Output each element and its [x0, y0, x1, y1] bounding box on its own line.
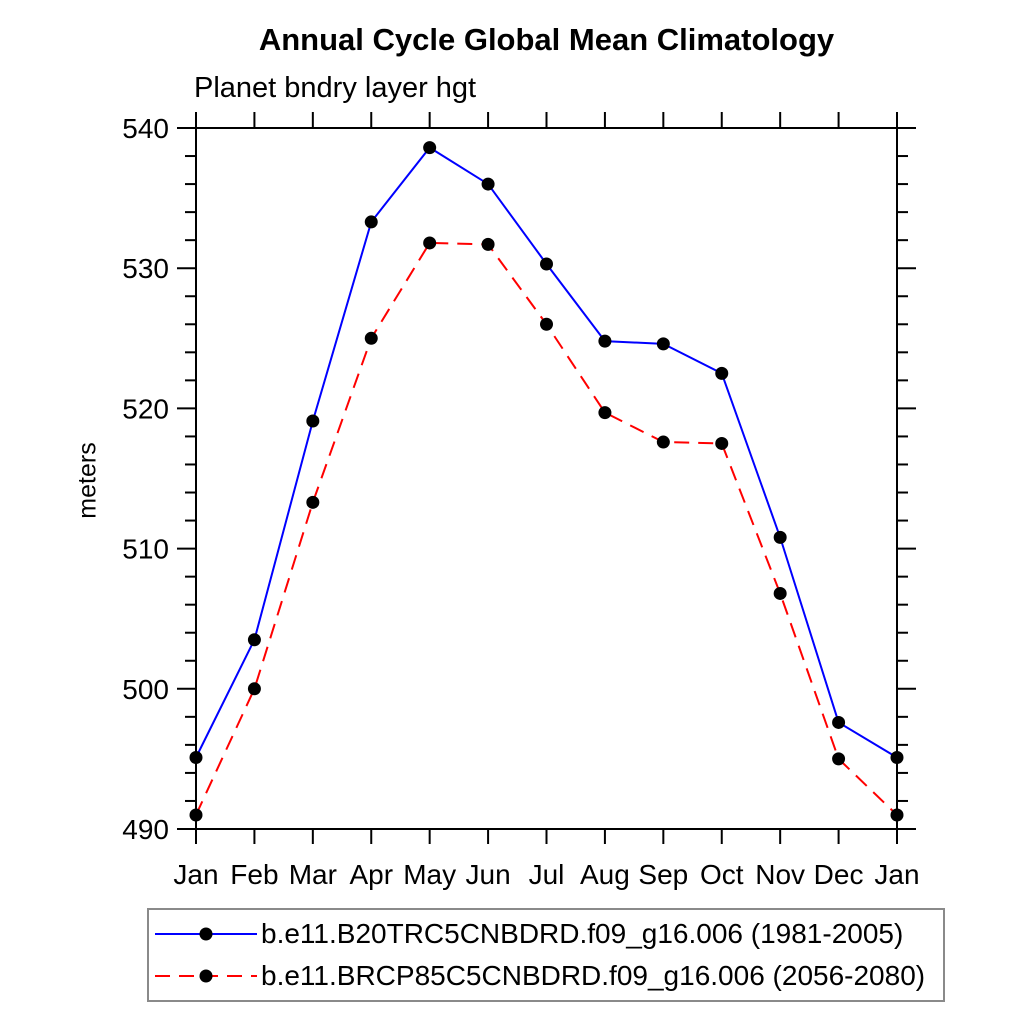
series-0-marker [832, 715, 846, 729]
legend-item: b.e11.BRCP85C5CNBDRD.f09_g16.006 (2056-2… [152, 959, 943, 993]
series-0-marker [890, 750, 904, 764]
x-tick-label: Nov [755, 859, 805, 890]
x-tick-label: Jul [529, 859, 565, 890]
series-0-marker [540, 257, 553, 271]
legend-sample-marker [199, 927, 213, 941]
legend-line-sample-blue [155, 927, 257, 941]
y-tick-label: 520 [122, 393, 169, 424]
chart-title: Annual Cycle Global Mean Climatology [258, 22, 835, 57]
series-0-marker [481, 177, 495, 191]
y-tick-label: 510 [122, 534, 169, 565]
series-1-marker [832, 752, 846, 766]
series-1-marker [598, 406, 612, 420]
x-tick-label: Jun [466, 859, 511, 890]
series-0-marker [598, 334, 612, 348]
x-tick-label: Jan [173, 859, 218, 890]
legend-sample-marker [199, 969, 213, 983]
series-0-marker [656, 337, 670, 351]
legend-line-sample-red [155, 969, 257, 983]
series-1-marker [540, 317, 553, 331]
x-tick-label: Apr [349, 859, 393, 890]
x-tick-label: Sep [638, 859, 688, 890]
x-tick-label: Oct [700, 859, 744, 890]
legend-label: b.e11.B20TRC5CNBDRD.f09_g16.006 (1981-20… [261, 918, 904, 950]
series-1-marker [364, 331, 378, 345]
x-tick-label: Jan [874, 859, 919, 890]
y-tick-label: 500 [122, 674, 169, 705]
series-1-marker [715, 436, 729, 450]
series-0-marker [364, 215, 378, 229]
series-1-marker [189, 808, 203, 822]
y-tick-label: 530 [122, 253, 169, 284]
series-1-marker [423, 236, 437, 250]
series-1-marker [247, 682, 261, 696]
y-tick-label: 490 [122, 814, 169, 845]
series-1-marker [890, 808, 904, 822]
series-0-marker [423, 141, 437, 155]
y-tick-label: 540 [122, 113, 169, 144]
series-0-marker [189, 750, 203, 764]
x-tick-label: May [403, 859, 456, 890]
legend-item: b.e11.B20TRC5CNBDRD.f09_g16.006 (1981-20… [152, 917, 943, 951]
x-tick-label: Mar [289, 859, 337, 890]
x-tick-label: Aug [580, 859, 630, 890]
x-tick-label: Dec [814, 859, 864, 890]
legend: b.e11.B20TRC5CNBDRD.f09_g16.006 (1981-20… [147, 908, 945, 1002]
plot-frame [195, 127, 898, 830]
series-1-marker [481, 237, 495, 251]
series-1-marker [773, 586, 787, 600]
chart-subtitle: Planet bndry layer hgt [194, 72, 477, 104]
series-1-marker [656, 435, 670, 449]
series-0-marker [715, 366, 729, 380]
series-0-marker [773, 530, 787, 544]
series-1-marker [306, 495, 320, 509]
legend-label: b.e11.BRCP85C5CNBDRD.f09_g16.006 (2056-2… [261, 959, 926, 991]
x-tick-label: Feb [230, 859, 278, 890]
series-0-marker [306, 414, 320, 428]
series-0-marker [247, 633, 261, 647]
series-line-0 [195, 146, 898, 759]
